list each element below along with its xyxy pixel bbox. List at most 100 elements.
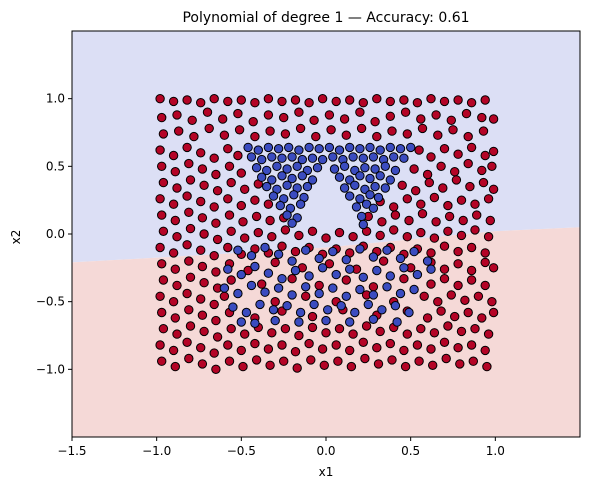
scatter-point-red xyxy=(453,280,463,291)
scatter-point-red xyxy=(448,125,458,135)
scatter-point-red xyxy=(270,297,280,307)
scatter-point-red xyxy=(199,278,209,288)
scatter-point-red xyxy=(170,361,181,372)
scatter-point-red xyxy=(385,111,395,122)
scatter-point-blue xyxy=(368,314,379,324)
scatter-point-red xyxy=(168,345,179,356)
scatter-point-red xyxy=(346,361,357,372)
scatter-point-blue xyxy=(250,261,260,272)
scatter-point-blue xyxy=(372,265,382,276)
scatter-point-red xyxy=(209,251,219,261)
scatter-point-red xyxy=(466,265,477,276)
scatter-point-red xyxy=(263,199,274,209)
scatter-point-red xyxy=(157,161,167,172)
scatter-point-blue xyxy=(368,203,379,214)
scatter-point-red xyxy=(170,167,181,177)
scatter-point-red xyxy=(451,175,462,185)
scatter-point-blue xyxy=(312,163,323,173)
scatter-point-blue xyxy=(263,142,274,153)
scatter-point-red xyxy=(170,215,181,226)
scatter-point-red xyxy=(414,356,424,366)
scatter-point-red xyxy=(429,192,440,203)
scatter-point-red xyxy=(341,130,351,140)
scatter-point-blue xyxy=(260,287,270,297)
y-axis-ticks: −1.0 −0.5 0.0 0.5 1.0 xyxy=(36,92,72,376)
scatter-point-blue xyxy=(399,263,409,273)
scatter-point-red xyxy=(480,248,490,258)
scatter-point-red xyxy=(321,328,331,338)
scatter-point-blue xyxy=(324,142,335,153)
scatter-point-blue xyxy=(287,256,297,266)
scatter-point-blue xyxy=(395,253,406,264)
scatter-point-red xyxy=(196,343,206,353)
x-axis-label: x1 xyxy=(319,465,334,479)
scatter-point-red xyxy=(348,329,358,339)
scatter-point-red xyxy=(402,129,412,139)
scatter-point-red xyxy=(358,98,368,108)
scatter-point-red xyxy=(184,305,194,315)
scatter-point-red xyxy=(438,183,448,193)
scatter-point-red xyxy=(466,242,477,253)
scatter-point-blue xyxy=(409,284,419,295)
scatter-point-red xyxy=(187,115,197,126)
scatter-point-red xyxy=(470,199,480,209)
scatter-point-blue xyxy=(302,181,313,192)
scatter-point-red xyxy=(218,114,228,124)
scatter-point-red xyxy=(292,363,302,373)
scatter-point-blue xyxy=(329,164,340,174)
scatter-point-blue xyxy=(334,145,345,155)
scatter-point-blue xyxy=(273,283,284,293)
scatter-point-red xyxy=(375,230,385,241)
scatter-point-red xyxy=(196,196,206,207)
scatter-point-blue xyxy=(370,181,380,192)
scatter-point-blue xyxy=(304,271,314,281)
scatter-point-red xyxy=(199,180,209,191)
scatter-point-blue xyxy=(390,301,401,311)
scatter-point-red xyxy=(385,96,395,107)
scatter-point-red xyxy=(267,232,277,242)
scatter-point-blue xyxy=(255,299,265,310)
scatter-point-red xyxy=(172,232,182,242)
scatter-point-red xyxy=(280,129,291,139)
scatter-point-red xyxy=(307,322,318,333)
scatter-point-red xyxy=(331,96,341,107)
scatter-point-blue xyxy=(301,245,311,255)
scatter-point-red xyxy=(387,355,397,365)
scatter-point-blue xyxy=(345,317,355,327)
scatter-point-blue xyxy=(355,244,365,254)
x-tick-label: 1.0 xyxy=(486,444,505,458)
scatter-point-red xyxy=(485,215,495,226)
scatter-point-blue xyxy=(257,172,267,182)
scatter-point-red xyxy=(466,98,477,108)
scatter-point-blue xyxy=(375,145,385,155)
scatter-point-red xyxy=(439,144,450,154)
scatter-point-red xyxy=(463,131,473,142)
scatter-point-red xyxy=(170,313,181,323)
scatter-point-red xyxy=(172,183,182,193)
scatter-point-red xyxy=(219,291,230,301)
scatter-point-red xyxy=(280,225,291,235)
scatter-point-red xyxy=(446,290,456,300)
x-axis-ticks: −1.5 −1.0 −0.5 0.0 0.5 1.0 xyxy=(57,437,505,458)
scatter-point-red xyxy=(466,142,477,153)
scatter-point-red xyxy=(158,177,169,188)
scatter-point-red xyxy=(345,345,355,356)
scatter-point-red xyxy=(295,123,306,134)
scatter-point-red xyxy=(185,223,196,234)
scatter-point-blue xyxy=(395,144,406,154)
scatter-point-red xyxy=(209,299,219,310)
scatter-point-red xyxy=(472,210,482,220)
scatter-point-red xyxy=(465,181,475,192)
scatter-point-red xyxy=(184,207,194,218)
scatter-point-red xyxy=(439,241,450,251)
scatter-point-blue xyxy=(336,301,346,311)
scatter-point-blue xyxy=(365,190,375,200)
scatter-point-red xyxy=(223,340,233,350)
scatter-point-blue xyxy=(282,301,292,311)
scatter-point-blue xyxy=(295,199,306,209)
scatter-point-red xyxy=(319,360,329,370)
scatter-point-blue xyxy=(355,284,365,295)
scatter-point-blue xyxy=(251,163,262,173)
scatter-point-red xyxy=(155,194,165,204)
scatter-point-red xyxy=(182,95,192,105)
